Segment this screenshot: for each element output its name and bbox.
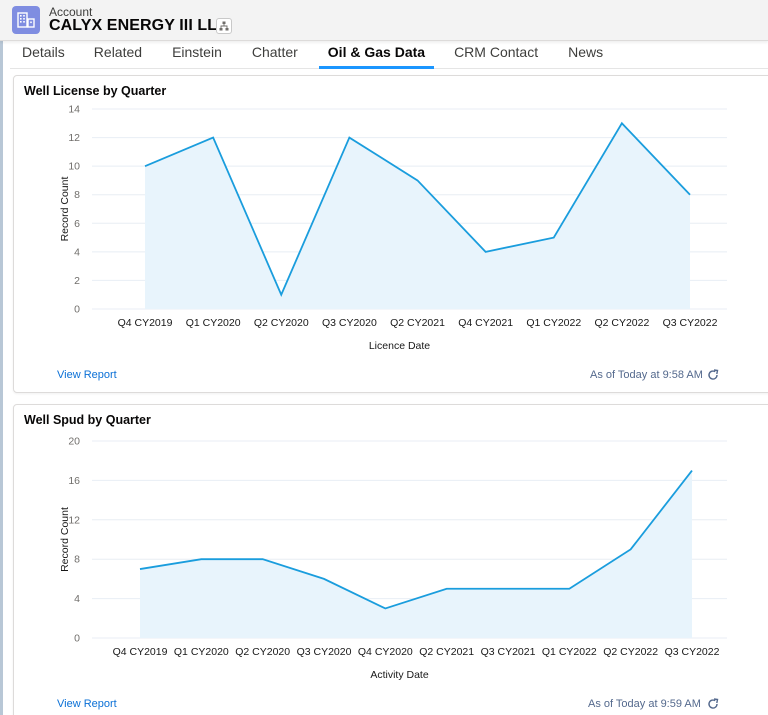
svg-text:Q2 CY2021: Q2 CY2021	[390, 317, 445, 329]
well-license-card: Well License by Quarter 0 2 4 6 8 10 12 14 Q4 CY…	[13, 75, 768, 393]
svg-text:12: 12	[68, 514, 80, 526]
svg-text:Q2 CY2021: Q2 CY2021	[419, 646, 474, 658]
svg-text:Q4 CY2019: Q4 CY2019	[113, 646, 168, 658]
view-hierarchy-button[interactable]	[216, 18, 232, 34]
svg-text:14: 14	[68, 104, 80, 116]
svg-text:Record Count: Record Count	[59, 177, 71, 242]
tab-einstein[interactable]: Einstein	[172, 44, 222, 60]
svg-text:Q3 CY2020: Q3 CY2020	[297, 646, 352, 658]
svg-text:Q1 CY2022: Q1 CY2022	[542, 646, 597, 658]
svg-text:Q2 CY2020: Q2 CY2020	[254, 317, 309, 329]
svg-text:0: 0	[74, 304, 80, 316]
svg-text:Q2 CY2022: Q2 CY2022	[594, 317, 649, 329]
svg-text:6: 6	[74, 218, 80, 230]
svg-text:4: 4	[74, 246, 80, 258]
svg-text:Q2 CY2020: Q2 CY2020	[235, 646, 290, 658]
svg-text:Record Count: Record Count	[59, 507, 71, 572]
tab-oil-gas-data[interactable]: Oil & Gas Data	[318, 41, 435, 69]
building-icon	[12, 6, 40, 34]
svg-text:8: 8	[74, 189, 80, 201]
svg-text:Q4 CY2021: Q4 CY2021	[458, 317, 513, 329]
svg-text:20: 20	[68, 436, 80, 448]
svg-text:Q4 CY2019: Q4 CY2019	[118, 317, 173, 329]
as-of-timestamp: As of Today at 9:59 AM	[588, 698, 701, 710]
card-title: Well Spud by Quarter	[24, 413, 151, 427]
record-tabs: Details Related Einstein Chatter Oil & G…	[10, 41, 768, 69]
svg-text:10: 10	[68, 161, 80, 173]
record-header: Account CALYX ENERGY III LLC	[0, 0, 768, 41]
svg-text:Q1 CY2022: Q1 CY2022	[526, 317, 581, 329]
left-edge-border	[0, 40, 3, 715]
card-title: Well License by Quarter	[24, 84, 167, 98]
svg-text:16: 16	[68, 475, 80, 487]
record-name: CALYX ENERGY III LLC	[49, 17, 229, 34]
refresh-icon[interactable]	[706, 368, 720, 382]
svg-text:Q3 CY2020: Q3 CY2020	[322, 317, 377, 329]
svg-text:Q1 CY2020: Q1 CY2020	[174, 646, 229, 658]
tab-crm-contact[interactable]: CRM Contact	[454, 44, 539, 60]
svg-text:Licence Date: Licence Date	[369, 340, 430, 352]
svg-text:Q1 CY2020: Q1 CY2020	[186, 317, 241, 329]
svg-text:4: 4	[74, 593, 80, 605]
svg-text:Q3 CY2022: Q3 CY2022	[665, 646, 720, 658]
svg-text:Activity Date: Activity Date	[370, 669, 429, 681]
svg-text:Q3 CY2021: Q3 CY2021	[481, 646, 536, 658]
object-label: Account	[49, 5, 93, 19]
well-spud-card: Well Spud by Quarter 0 4 8 12 16 20 Q4 CY2019 Q…	[13, 404, 768, 715]
tab-chatter[interactable]: Chatter	[251, 44, 298, 60]
well-spud-chart: 0 4 8 12 16 20 Q4 CY2019 Q1 CY2020 Q2 CY2020 Q3 C…	[59, 436, 727, 681]
svg-text:Q4 CY2020: Q4 CY2020	[358, 646, 413, 658]
well-license-chart: 0 2 4 6 8 10 12 14 Q4 CY2019 Q1 CY2020 Q2 CY2020 Q3…	[59, 104, 727, 352]
tab-news[interactable]: News	[568, 44, 604, 60]
svg-text:Q2 CY2022: Q2 CY2022	[603, 646, 658, 658]
as-of-timestamp: As of Today at 9:58 AM	[590, 369, 703, 381]
refresh-icon[interactable]	[706, 697, 720, 711]
svg-text:0: 0	[74, 633, 80, 645]
svg-text:8: 8	[74, 554, 80, 566]
view-report-link[interactable]: View Report	[57, 369, 117, 381]
svg-text:2: 2	[74, 275, 80, 287]
tab-details[interactable]: Details	[22, 44, 65, 60]
svg-text:12: 12	[68, 132, 80, 144]
svg-text:Q3 CY2022: Q3 CY2022	[663, 317, 718, 329]
hierarchy-icon	[219, 21, 229, 31]
tab-related[interactable]: Related	[93, 44, 143, 60]
view-report-link[interactable]: View Report	[57, 698, 117, 710]
